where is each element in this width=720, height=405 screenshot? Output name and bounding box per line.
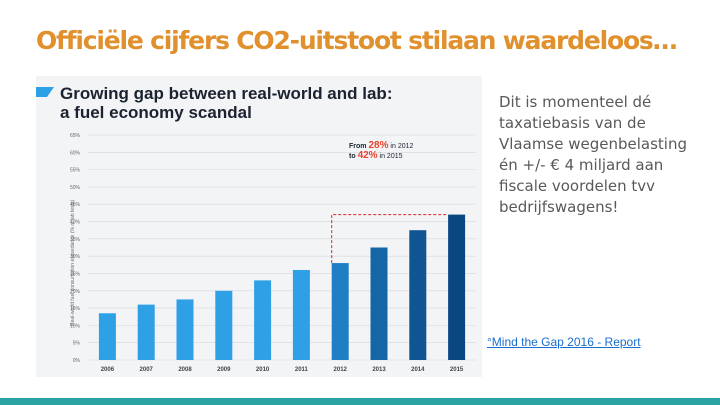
bar-chart: Growing gap between real-world and lab: … bbox=[36, 84, 476, 373]
slide-title: Officiële cijfers CO2-uitstoot stilaan w… bbox=[36, 26, 678, 55]
y-tick-label: 25% bbox=[70, 271, 81, 277]
source-link[interactable]: °Mind the Gap 2016 - Report bbox=[487, 335, 641, 349]
annotation-line2: to 42% in 2015 bbox=[349, 150, 403, 161]
annotation-from-text: From bbox=[349, 143, 367, 150]
bars bbox=[98, 214, 466, 360]
y-tick-label: 50% bbox=[70, 185, 81, 191]
x-tick-labels: 2006 2007 2008 2009 2010 2011 2012 2013 2014 2015 bbox=[101, 367, 464, 373]
annotation-line1: From 28% in 2012 bbox=[349, 140, 413, 151]
annotation-to-text: to bbox=[349, 153, 356, 160]
chart-panel: Growing gap between real-world and lab: … bbox=[36, 76, 482, 377]
y-axis-label: Real-world fuel consumption exceedance (… bbox=[70, 199, 76, 326]
x-tick-label-2015: 2015 bbox=[450, 367, 464, 373]
bar-2014 bbox=[409, 230, 427, 360]
bar-2015 bbox=[448, 214, 466, 360]
x-tick-label-2008: 2008 bbox=[178, 367, 192, 373]
bar-2006 bbox=[98, 313, 116, 360]
bar-2008 bbox=[176, 299, 194, 360]
annotation-to-value: 42% bbox=[358, 150, 378, 161]
x-tick-label-2011: 2011 bbox=[295, 367, 309, 373]
y-tick-label: 0% bbox=[73, 358, 81, 364]
y-tick-label: 30% bbox=[70, 254, 81, 260]
y-tick-label: 40% bbox=[70, 220, 81, 226]
annotation-to-suffix: in 2015 bbox=[380, 153, 403, 160]
y-tick-label: 60% bbox=[70, 150, 81, 156]
bar-2011 bbox=[292, 270, 310, 360]
chart-title-line1: Growing gap between real-world and lab: bbox=[60, 84, 392, 103]
x-tick-label-2012: 2012 bbox=[334, 367, 348, 373]
chart-title-line2: a fuel economy scandal bbox=[60, 103, 252, 122]
y-tick-labels: 0% 5% 10% 15% 20% 25% 30% 35% 40% 45% 50% 55% 60% 65% bbox=[70, 133, 81, 364]
y-tick-label: 5% bbox=[73, 341, 81, 347]
bar-2012 bbox=[331, 263, 349, 360]
x-tick-label-2013: 2013 bbox=[372, 367, 386, 373]
x-tick-label-2010: 2010 bbox=[256, 367, 270, 373]
x-tick-label-2006: 2006 bbox=[101, 367, 115, 373]
x-tick-label-2007: 2007 bbox=[140, 367, 154, 373]
bottom-accent-bar bbox=[0, 398, 720, 405]
y-tick-label: 20% bbox=[70, 289, 81, 295]
bar-2009 bbox=[215, 290, 233, 360]
annotation-dashed-line bbox=[331, 214, 449, 264]
annotation: From 28% in 2012 to 42% in 2015 bbox=[331, 140, 449, 264]
bar-2007 bbox=[137, 304, 155, 360]
annotation-from-value: 28% bbox=[368, 140, 388, 151]
y-tick-label: 10% bbox=[70, 323, 81, 329]
x-tick-label-2009: 2009 bbox=[217, 367, 231, 373]
y-tick-label: 45% bbox=[70, 202, 81, 208]
body-text: Dit is momenteel dé taxatiebasis van de … bbox=[499, 93, 687, 216]
bar-2013 bbox=[370, 247, 388, 360]
y-tick-label: 55% bbox=[70, 168, 81, 174]
annotation-from-suffix: in 2012 bbox=[390, 143, 413, 150]
bar-2010 bbox=[254, 280, 272, 360]
y-tick-label: 15% bbox=[70, 306, 81, 312]
chart-title-marker-icon bbox=[36, 87, 54, 97]
y-tick-label: 65% bbox=[70, 133, 81, 139]
y-tick-label: 35% bbox=[70, 237, 81, 243]
x-tick-label-2014: 2014 bbox=[411, 367, 425, 373]
